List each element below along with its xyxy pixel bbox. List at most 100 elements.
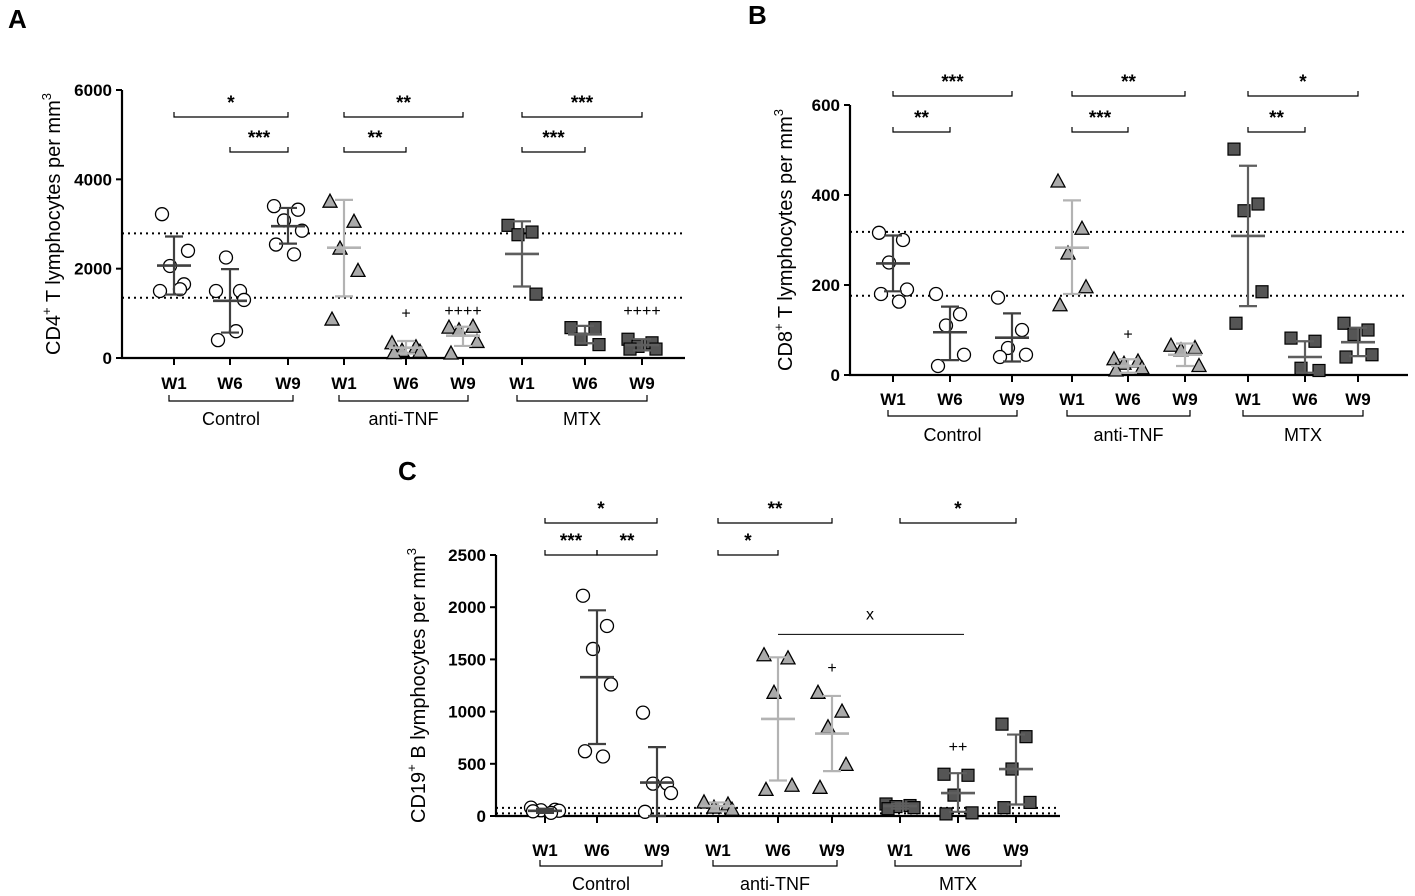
group-MTX: W1 W6 W9 MTX * ++ bbox=[879, 499, 1037, 894]
y-axis-title: CD4+ T lymphocytes per mm3 bbox=[39, 93, 65, 355]
y-tick-label: 2000 bbox=[448, 598, 486, 617]
data-point bbox=[603, 677, 619, 692]
data-point bbox=[891, 294, 907, 309]
data-point bbox=[1073, 219, 1091, 235]
significance-bracket bbox=[892, 91, 1013, 97]
significance-bracket bbox=[229, 147, 289, 153]
change-marker: + bbox=[401, 305, 410, 322]
y-axis-title: CD19+ B lymphocytes per mm3 bbox=[404, 548, 430, 823]
group-bracket bbox=[539, 860, 663, 867]
data-point bbox=[1227, 142, 1241, 156]
y-axis-title-rest: T lymphocytes per mm bbox=[43, 100, 65, 307]
change-marker: ++++ bbox=[444, 303, 481, 320]
data-point bbox=[1361, 323, 1375, 337]
data-point bbox=[811, 778, 829, 794]
data-point bbox=[1014, 322, 1030, 338]
change-marker: + bbox=[827, 660, 836, 677]
data-point bbox=[1077, 278, 1095, 294]
y-tick-label: 1000 bbox=[448, 703, 486, 722]
x-tick-label-W9: W9 bbox=[1345, 390, 1371, 409]
significance-bracket bbox=[1247, 91, 1359, 97]
data-point bbox=[1284, 331, 1298, 345]
data-point bbox=[592, 338, 606, 352]
data-point bbox=[907, 801, 921, 815]
data-point bbox=[1190, 357, 1208, 373]
data-point bbox=[873, 286, 889, 302]
x-tick-label-W9: W9 bbox=[1003, 841, 1029, 860]
x-tick-label-W1: W1 bbox=[161, 374, 187, 393]
significance-bracket bbox=[173, 112, 289, 118]
significance-bracket bbox=[544, 518, 658, 524]
y-axis-title-rest: T lymphocytes per mm bbox=[775, 116, 797, 323]
x-tick-label-W9: W9 bbox=[819, 841, 845, 860]
data-point bbox=[266, 198, 282, 214]
significance-label: *** bbox=[571, 93, 594, 114]
group-bracket bbox=[894, 860, 1022, 867]
data-point bbox=[930, 358, 946, 374]
x-tick-label-W9: W9 bbox=[1172, 390, 1198, 409]
significance-label: ** bbox=[914, 108, 929, 129]
x-tick-label-W9: W9 bbox=[629, 374, 655, 393]
significance-label: *** bbox=[542, 128, 565, 149]
x-tick-label-W6: W6 bbox=[945, 841, 971, 860]
y-axis-title-exp: 3 bbox=[771, 109, 786, 116]
data-point bbox=[895, 232, 911, 248]
significance-bracket bbox=[596, 550, 658, 556]
x-tick-label-W6: W6 bbox=[217, 374, 243, 393]
data-point bbox=[995, 717, 1009, 731]
x-tick-label-W9: W9 bbox=[999, 390, 1025, 409]
data-point bbox=[1051, 296, 1069, 312]
data-point bbox=[577, 744, 593, 759]
data-point bbox=[809, 683, 827, 699]
x-tick-label-W6: W6 bbox=[572, 374, 598, 393]
data-point bbox=[180, 243, 196, 258]
data-point bbox=[928, 286, 944, 302]
y-tick-label: 0 bbox=[103, 349, 112, 368]
group-MTX: W1 W6 W9 MTX *** *** ++++ bbox=[501, 93, 663, 429]
significance-label: *** bbox=[941, 72, 964, 93]
significance-bracket bbox=[1071, 91, 1186, 97]
significance-label: * bbox=[597, 499, 605, 520]
y-axis-title-sup: + bbox=[404, 764, 419, 772]
data-point bbox=[1023, 795, 1037, 810]
data-point bbox=[990, 290, 1006, 305]
significance-label: ** bbox=[396, 93, 411, 114]
significance-bracket bbox=[521, 147, 586, 153]
y-tick-label: 4000 bbox=[74, 170, 112, 189]
significance-bracket bbox=[717, 518, 833, 524]
data-point bbox=[468, 333, 486, 349]
y-tick-label: 1500 bbox=[448, 650, 486, 669]
y-axis-title-exp: 3 bbox=[404, 548, 419, 555]
x-tick-label-W1: W1 bbox=[532, 841, 558, 860]
data-point bbox=[837, 755, 855, 771]
y-tick-label: 6000 bbox=[74, 81, 112, 100]
change-marker: ++++ bbox=[623, 303, 660, 320]
group-bracket bbox=[712, 860, 838, 867]
significance-bracket bbox=[717, 550, 779, 556]
data-point bbox=[1105, 350, 1123, 366]
group-label: Control bbox=[202, 409, 260, 429]
y-tick-label: 2500 bbox=[448, 546, 486, 565]
data-point bbox=[695, 793, 713, 809]
y-axis-title-exp: 3 bbox=[39, 93, 54, 100]
y-tick-label: 600 bbox=[812, 96, 840, 115]
data-point bbox=[599, 618, 615, 634]
group-label: MTX bbox=[563, 409, 601, 429]
significance-label: ** bbox=[1121, 72, 1136, 93]
data-point bbox=[1018, 347, 1034, 362]
significance-bracket bbox=[899, 518, 1017, 524]
y-axis-title-sup: + bbox=[771, 323, 786, 331]
significance-label: ** bbox=[768, 499, 783, 520]
group-label: anti-TNF bbox=[1093, 425, 1163, 445]
x-tick-label-W9: W9 bbox=[450, 374, 476, 393]
y-axis-title-sup: + bbox=[39, 307, 54, 315]
data-point bbox=[323, 310, 341, 326]
data-point bbox=[965, 806, 979, 820]
data-point bbox=[663, 785, 679, 801]
data-point bbox=[1162, 336, 1180, 352]
significance-bracket bbox=[1247, 127, 1306, 133]
